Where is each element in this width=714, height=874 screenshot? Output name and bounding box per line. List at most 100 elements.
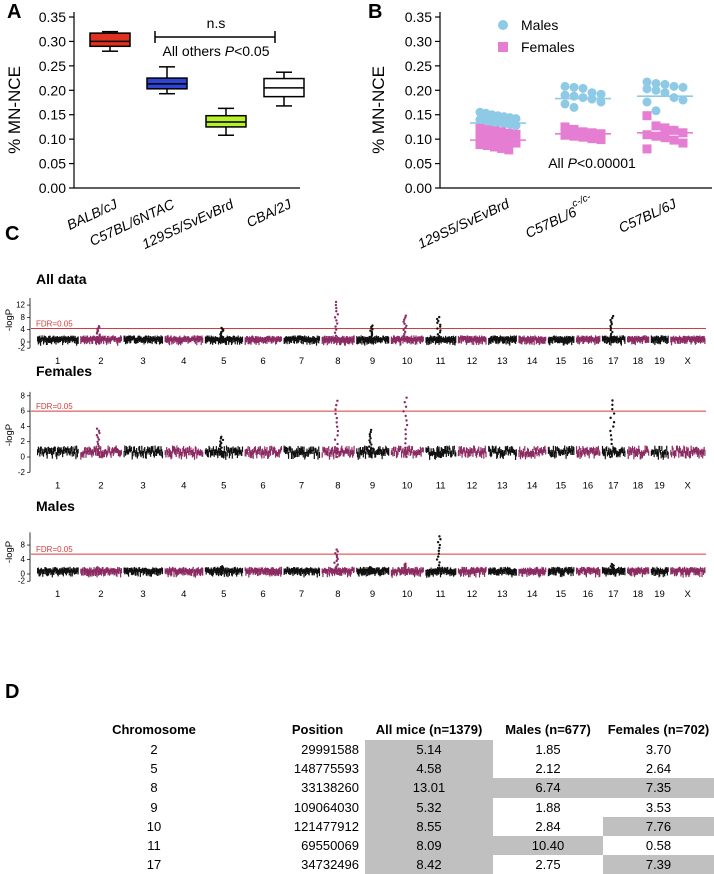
snp-band: [572, 569, 574, 576]
snp-band: [576, 567, 578, 573]
snp-band: [207, 568, 209, 573]
snp-band: [643, 451, 646, 456]
snp-band: [430, 448, 432, 456]
snp-band: [352, 566, 354, 572]
snp-point: [220, 435, 223, 439]
snp-band: [692, 446, 694, 453]
snp-band: [580, 447, 582, 456]
snp-band: [240, 568, 242, 574]
panel-label-a: A: [7, 1, 21, 23]
snp-band: [674, 568, 676, 576]
snp-band: [236, 450, 239, 459]
snp-band: [212, 567, 215, 575]
snp-band: [475, 569, 477, 578]
snp-band: [629, 447, 631, 453]
snp-band: [295, 337, 297, 342]
snp-band: [552, 567, 554, 575]
snp-band: [655, 569, 657, 575]
scatter-plot-b: % MN-NCE 0.000.050.100.150.200.250.300.3…: [369, 9, 712, 252]
snp-band: [69, 566, 71, 573]
snp-band: [287, 447, 289, 455]
snp-band: [128, 335, 130, 342]
snp-band: [525, 337, 527, 345]
snp-band: [101, 567, 103, 572]
snp-band: [353, 567, 355, 573]
snp-band: [183, 335, 185, 343]
snp-band: [265, 336, 267, 342]
snp-band: [71, 569, 73, 577]
snp-band: [212, 450, 214, 456]
snp-point: [609, 326, 613, 330]
chromosome-4-points: [164, 566, 204, 578]
snp-band: [244, 337, 246, 345]
point-females: [504, 137, 514, 147]
snp-band: [686, 336, 688, 344]
snp-band: [256, 337, 259, 343]
snp-band: [448, 569, 450, 574]
snp-band: [489, 567, 491, 575]
snp-band: [254, 337, 256, 344]
chromosome-12-points: [457, 566, 487, 578]
snp-band: [140, 336, 142, 343]
snp-band: [269, 568, 272, 575]
snp-band: [299, 335, 301, 341]
snp-band: [106, 567, 108, 573]
snp-point: [609, 328, 612, 332]
snp-band: [636, 336, 638, 342]
snp-band: [311, 446, 313, 452]
snp-band: [419, 568, 421, 573]
snp-band: [166, 335, 169, 343]
snp-point: [404, 437, 407, 440]
snp-band: [460, 568, 462, 577]
snp-band: [431, 451, 434, 457]
snp-band: [537, 335, 540, 344]
manhattan-y-tick-label: 4: [21, 325, 26, 334]
snp-band: [468, 335, 470, 343]
snp-band: [180, 451, 182, 460]
snp-band: [134, 567, 136, 576]
snp-point: [437, 336, 441, 340]
snp-band: [515, 335, 517, 342]
snp-band: [388, 567, 390, 575]
snp-band: [608, 452, 611, 457]
snp-band: [153, 567, 155, 574]
snp-point: [439, 572, 443, 576]
snp-band: [344, 447, 346, 454]
snp-point: [403, 332, 406, 336]
snp-band: [170, 569, 172, 577]
snp-band: [92, 569, 94, 575]
snp-band: [231, 568, 233, 577]
snp-point: [437, 564, 441, 567]
snp-band: [493, 449, 495, 454]
snp-band: [592, 336, 594, 342]
snp-band: [44, 567, 46, 572]
snp-band: [542, 449, 544, 456]
point-males: [651, 106, 661, 116]
snp-band: [201, 335, 203, 341]
snp-band: [177, 448, 179, 455]
snp-point: [404, 414, 407, 418]
snp-band: [647, 448, 649, 453]
snp-band: [349, 568, 351, 575]
snp-band: [264, 567, 267, 575]
snp-band: [432, 447, 434, 455]
snp-band: [412, 338, 414, 344]
snp-band: [624, 567, 626, 576]
snp-band: [108, 446, 111, 453]
snp-band: [223, 446, 225, 454]
snp-band: [636, 568, 638, 574]
snp-band: [506, 566, 509, 575]
snp-band: [64, 336, 67, 344]
snp-band: [71, 335, 73, 343]
snp-band: [571, 335, 574, 341]
snp-band: [622, 451, 625, 457]
snp-band: [506, 445, 509, 452]
snp-band: [362, 336, 364, 341]
snp-band: [88, 569, 90, 578]
snp-band: [277, 451, 279, 457]
snp-point: [98, 455, 102, 459]
snp-band: [208, 335, 210, 342]
manhattan-title: Females: [36, 363, 92, 379]
snp-band: [570, 450, 572, 456]
snp-band: [255, 337, 257, 345]
